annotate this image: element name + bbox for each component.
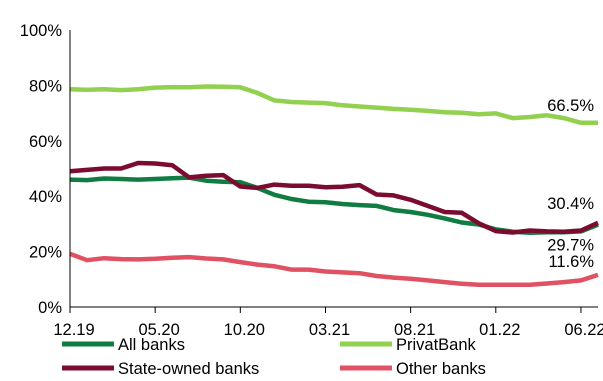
x-tick-label: 03.21 xyxy=(309,321,350,339)
y-tick-label: 100% xyxy=(20,22,63,40)
x-tick-label: 06.22 xyxy=(564,321,603,339)
legend-label-other-banks: Other banks xyxy=(396,360,486,378)
series-line-state-owned-banks xyxy=(69,160,599,235)
y-axis-tick-labels: 0% 20% 40% 60% 80% 100% xyxy=(20,22,63,317)
series-line-privatbank xyxy=(69,84,598,126)
legend-label-all-banks: All banks xyxy=(118,336,185,354)
end-value-labels: 66.5% 30.4% 29.7%11.6% xyxy=(547,97,594,271)
end-value-label: 30.4% xyxy=(547,195,594,213)
legend: All banks PrivatBank State-owned banks Othe… xyxy=(62,336,486,378)
x-tick-label: 08.21 xyxy=(394,321,435,339)
x-axis-ticks: 12.19 05.20 10.20 03.21 08.21 01.22 06.22 xyxy=(53,307,603,339)
x-tick-label: 12.19 xyxy=(53,321,94,339)
chart-series xyxy=(69,84,599,288)
x-tick-label: 05.20 xyxy=(139,321,180,339)
end-value-label: 11.6% xyxy=(548,253,594,271)
y-tick-label: 20% xyxy=(29,244,62,262)
legend-label-privatbank: PrivatBank xyxy=(396,336,477,354)
series-line-other-banks xyxy=(69,251,599,288)
y-tick-label: 60% xyxy=(29,133,62,151)
axes xyxy=(69,30,598,308)
y-tick-label: 80% xyxy=(29,77,62,95)
x-tick-label: 10.20 xyxy=(224,321,265,339)
y-tick-label: 0% xyxy=(38,299,62,317)
end-value-label: 66.5% xyxy=(547,97,594,115)
end-value-label: 29.7% xyxy=(547,237,594,255)
legend-label-state-owned-banks: State-owned banks xyxy=(118,360,259,378)
y-tick-label: 40% xyxy=(29,188,62,206)
x-tick-label: 01.22 xyxy=(479,321,520,339)
